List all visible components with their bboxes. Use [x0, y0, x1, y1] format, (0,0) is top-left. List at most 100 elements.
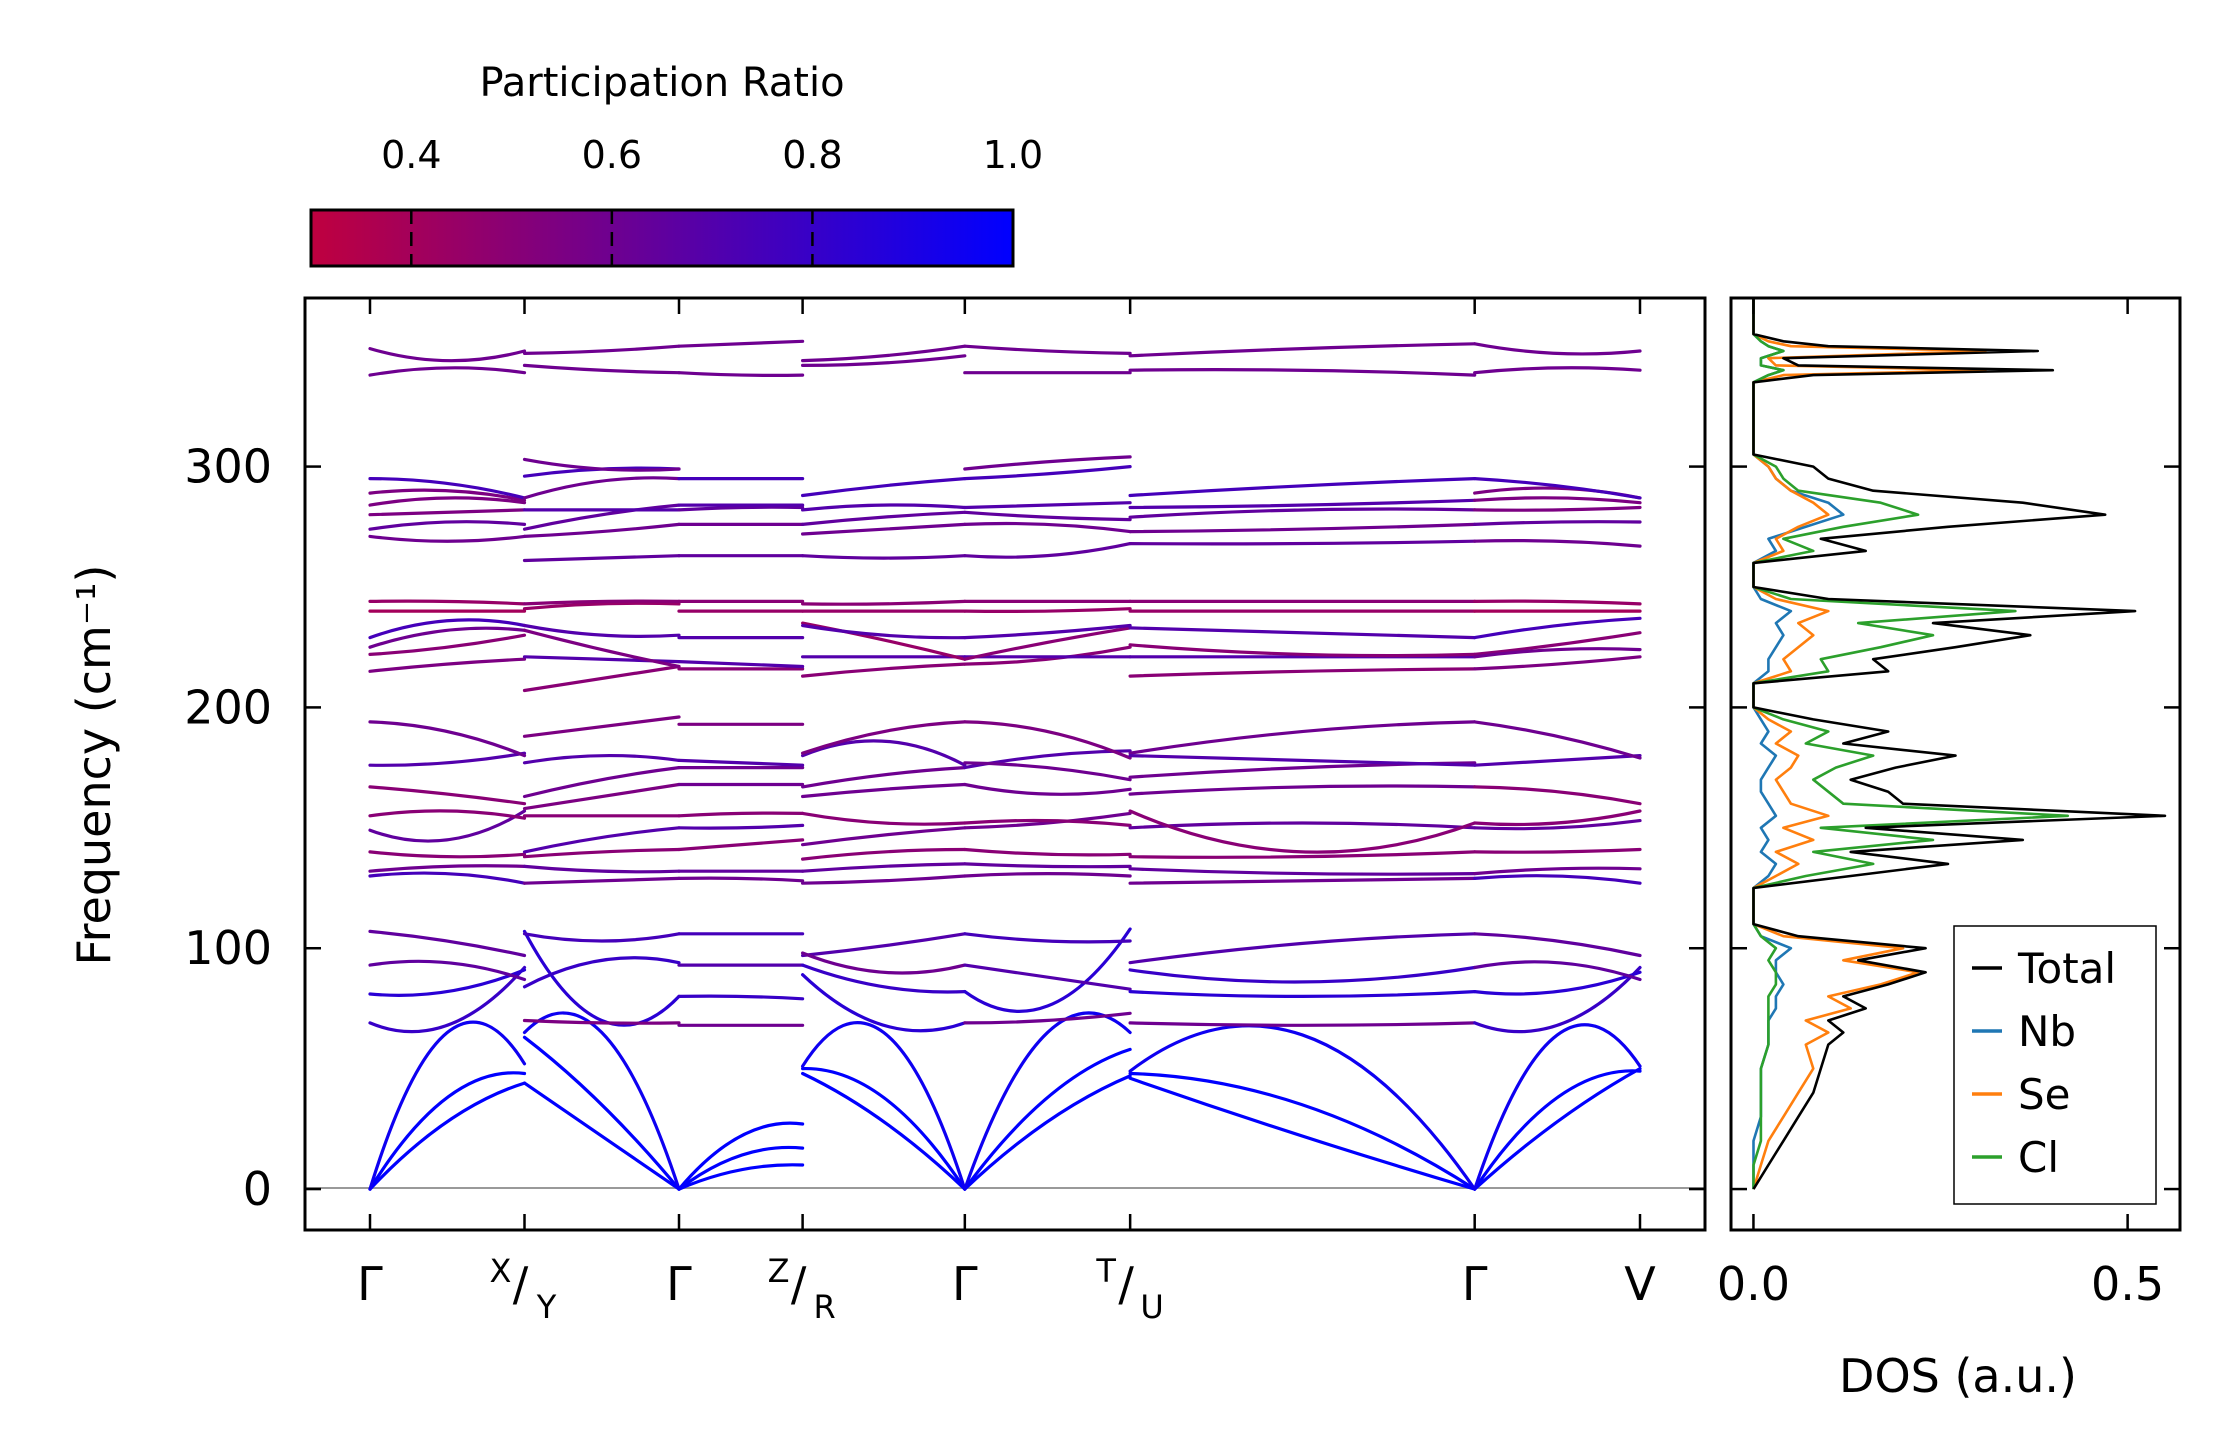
band-line: [801, 1071, 967, 1191]
band-line: [522, 782, 681, 811]
band-line: [1473, 819, 1642, 831]
band-line: [963, 1047, 1132, 1191]
dos-series-nb: [1752, 298, 1845, 1190]
band-line: [801, 477, 967, 498]
band-line: [801, 1066, 967, 1191]
band-axes-frame: [303, 296, 1707, 1232]
band-line: [1473, 809, 1642, 827]
band-line: [1473, 1023, 1642, 1191]
band-line: [368, 520, 527, 531]
band-line: [1473, 847, 1642, 854]
dos-series-total: [1752, 298, 2167, 1190]
band-line: [801, 623, 967, 640]
band-line: [522, 956, 681, 989]
band-line: [1128, 821, 1477, 830]
kpoint-slash: /: [1118, 1257, 1134, 1311]
band-line: [368, 599, 527, 606]
band-line: [801, 554, 967, 560]
band-line: [1128, 965, 1477, 984]
dos-legend: Total Nb Se Cl: [1953, 925, 2157, 1205]
band-line: [522, 601, 681, 611]
dos-series-se: [1752, 298, 1987, 1190]
band-kpoint-ticks: Γ X / Y Γ Z / R Γ T / U Γ V: [357, 298, 1656, 1326]
band-line: [1128, 876, 1477, 885]
band-line: [1473, 970, 1642, 996]
band-line: [368, 965, 527, 1034]
y-tick-label: 100: [184, 921, 272, 975]
band-line: [1473, 874, 1642, 885]
band-line: [368, 785, 527, 806]
dos-x-tick-label: 0.5: [2091, 1257, 2164, 1311]
colorbar-tick-label: 0.4: [381, 133, 441, 177]
kpoint-sub-label: Y: [536, 1288, 557, 1326]
band-line: [963, 782, 1132, 796]
dos-lines: [1752, 298, 2167, 1190]
band-line: [368, 1081, 527, 1191]
dos-ticks: 0.0 0.5: [1717, 298, 2180, 1311]
band-line: [522, 876, 681, 885]
band-line: [963, 465, 1132, 481]
band-line: [1128, 643, 1477, 658]
band-line: [368, 720, 527, 758]
y-tick-label: 300: [184, 440, 272, 494]
band-line: [1128, 932, 1477, 965]
band-line: [801, 766, 967, 789]
band-line: [368, 929, 527, 958]
band-line: [677, 660, 805, 669]
band-line: [801, 847, 967, 861]
band-line: [1128, 720, 1477, 755]
band-line: [801, 973, 967, 1033]
band-line: [677, 823, 805, 830]
band-line: [801, 1021, 967, 1191]
band-line: [677, 758, 805, 767]
band-line: [1473, 366, 1642, 375]
band-line: [1128, 539, 1477, 546]
band-line: [522, 655, 681, 664]
band-line: [1128, 342, 1477, 358]
band-line: [522, 623, 681, 638]
kpoint-sub-label: R: [813, 1288, 835, 1326]
band-line: [368, 751, 527, 767]
band-line: [801, 522, 967, 536]
band-line: [963, 847, 1132, 857]
band-line: [522, 1081, 681, 1191]
band-line: [801, 951, 967, 975]
y-tick-label: 0: [243, 1162, 272, 1216]
band-line: [963, 607, 1132, 613]
kpoint-label: Γ: [1462, 1257, 1488, 1311]
band-line: [1473, 616, 1642, 640]
band-line: [963, 626, 1132, 661]
colorbar-gradient: [311, 210, 1013, 266]
dos-x-axis-label: DOS (a.u.): [1839, 1349, 2077, 1403]
band-line: [1128, 754, 1477, 767]
band-line: [677, 811, 805, 818]
legend-label: Se: [2018, 1070, 2071, 1119]
band-line: [1473, 1069, 1642, 1191]
band-line: [368, 959, 527, 982]
band-line: [1473, 631, 1642, 656]
band-line: [368, 809, 527, 843]
colorbar-frame: [309, 208, 1015, 268]
colorbar: Participation Ratio 0.4 0.6 0.8 1.0: [309, 60, 1043, 268]
band-line: [801, 662, 967, 678]
kpoint-label: Γ: [666, 1257, 692, 1311]
band-line: [801, 963, 967, 994]
band-line: [1473, 1067, 1642, 1191]
band-line: [1473, 342, 1642, 356]
dos-panel: 0.0 0.5 DOS (a.u.) Total Nb Se Cl: [1717, 296, 2182, 1403]
band-line: [368, 488, 527, 502]
band-line: [522, 847, 681, 859]
band-line: [1128, 1071, 1477, 1191]
band-line: [801, 782, 967, 799]
band-line: [368, 1071, 527, 1191]
band-line: [1128, 507, 1477, 519]
band-line: [1128, 809, 1477, 854]
band-line: [368, 1020, 527, 1191]
band-line: [963, 501, 1132, 510]
y-tick-label: 200: [184, 680, 272, 734]
band-line: [1473, 505, 1642, 512]
band-line: [801, 739, 967, 767]
band-line: [1473, 477, 1642, 500]
band-line: [522, 457, 681, 472]
band-line: [677, 1163, 805, 1191]
